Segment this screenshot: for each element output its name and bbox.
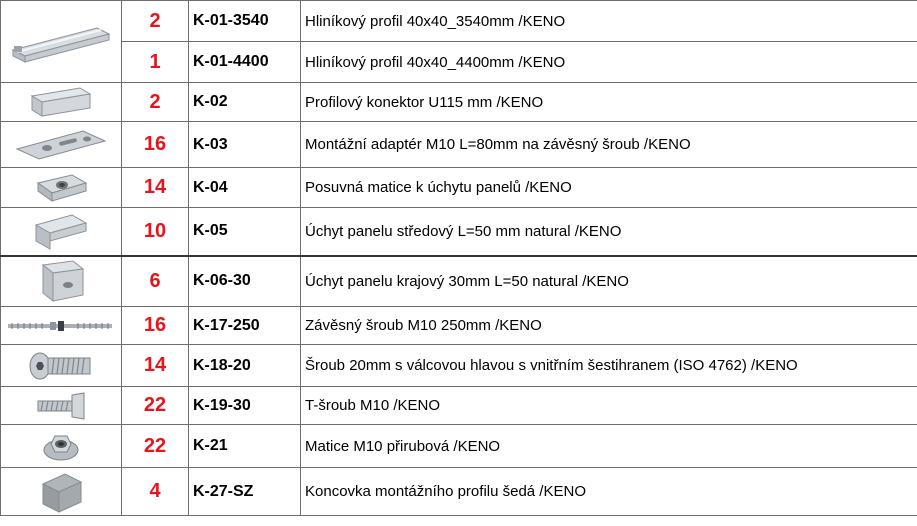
mid-clamp-icon [34,214,88,251]
part-description: Hliníkový profil 40x40_3540mm /KENO [300,0,917,42]
table-row: 14 K-18-20 Šroub 20mm s válcovou hlavou … [0,344,917,387]
part-description: Profilový konektor U115 mm /KENO [300,82,917,122]
product-image-cell [0,467,122,516]
quantity: 14 [121,344,189,387]
product-image-cell [0,344,122,387]
product-image-cell [0,121,122,168]
part-code: K-03 [188,121,301,168]
part-code: K-06-30 [188,254,301,307]
quantity: 1 [121,41,189,83]
product-image-cell [0,254,122,307]
quantity: 14 [121,167,189,208]
quantity: 22 [121,386,189,425]
t-bolt-icon [37,391,85,420]
part-code: K-21 [188,424,301,468]
table-row: 10 K-05 Úchyt panelu středový L=50 mm na… [0,207,917,256]
product-image-cell [0,386,122,425]
part-description: Posuvná matice k úchytu panelů /KENO [300,167,917,208]
product-image-cell [0,82,122,122]
flange-nut-icon [43,435,79,461]
quantity: 2 [121,0,189,42]
table-row: 2 K-02 Profilový konektor U115 mm /KENO [0,82,917,122]
part-description: Koncovka montážního profilu šedá /KENO [300,467,917,516]
part-code: K-01-3540 [188,0,301,42]
part-description: Šroub 20mm s válcovou hlavou s vnitřním … [300,344,917,387]
part-description: Hliníkový profil 40x40_4400mm /KENO [300,41,917,83]
product-image-cell [0,0,122,83]
table-row: 22 K-19-30 T-šroub M10 /KENO [0,386,917,425]
part-description: Úchyt panelu krajový 30mm L=50 natural /… [300,254,917,307]
mounting-adapter-plate-icon [15,129,107,160]
aluminium-profile-icon [11,26,111,63]
quantity: 16 [121,121,189,168]
table-row: 16 K-17-250 Závěsný šroub M10 250mm /KEN… [0,306,917,345]
part-code: K-27-SZ [188,467,301,516]
part-code: K-05 [188,207,301,256]
quantity: 4 [121,467,189,516]
part-code: K-02 [188,82,301,122]
product-image-cell [0,207,122,256]
table-row: 14 K-04 Posuvná matice k úchytu panelů /… [0,167,917,208]
quantity: 22 [121,424,189,468]
table-row: 22 K-21 Matice M10 přirubová /KENO [0,424,917,468]
end-cap-icon [41,472,83,513]
part-description: Úchyt panelu středový L=50 mm natural /K… [300,207,917,256]
end-clamp-icon [41,260,85,303]
hanger-bolt-icon [8,320,112,331]
part-code: K-01-4400 [188,41,301,83]
product-image-cell [0,424,122,468]
part-code: K-19-30 [188,386,301,425]
quantity: 16 [121,306,189,345]
part-code: K-17-250 [188,306,301,345]
part-description: T-šroub M10 /KENO [300,386,917,425]
part-description: Matice M10 přirubová /KENO [300,424,917,468]
table-row: 6 K-06-30 Úchyt panelu krajový 30mm L=50… [0,254,917,307]
product-image-cell [0,306,122,345]
quantity: 10 [121,207,189,256]
part-description: Závěsný šroub M10 250mm /KENO [300,306,917,345]
quantity: 2 [121,82,189,122]
table-row: 16 K-03 Montážní adaptér M10 L=80mm na z… [0,121,917,168]
part-code: K-18-20 [188,344,301,387]
socket-head-screw-icon [29,352,91,379]
quantity: 6 [121,254,189,307]
table-row: 2 K-01-3540 Hliníkový profil 40x40_3540m… [0,0,917,83]
product-image-cell [0,167,122,208]
u-connector-icon [30,87,92,117]
table-row: 4 K-27-SZ Koncovka montážního profilu še… [0,467,917,516]
table-row: 1 K-01-4400 Hliníkový profil 40x40_4400m… [1,41,917,83]
sliding-nut-icon [36,173,88,202]
part-description: Montážní adaptér M10 L=80mm na závěsný š… [300,121,917,168]
part-code: K-04 [188,167,301,208]
